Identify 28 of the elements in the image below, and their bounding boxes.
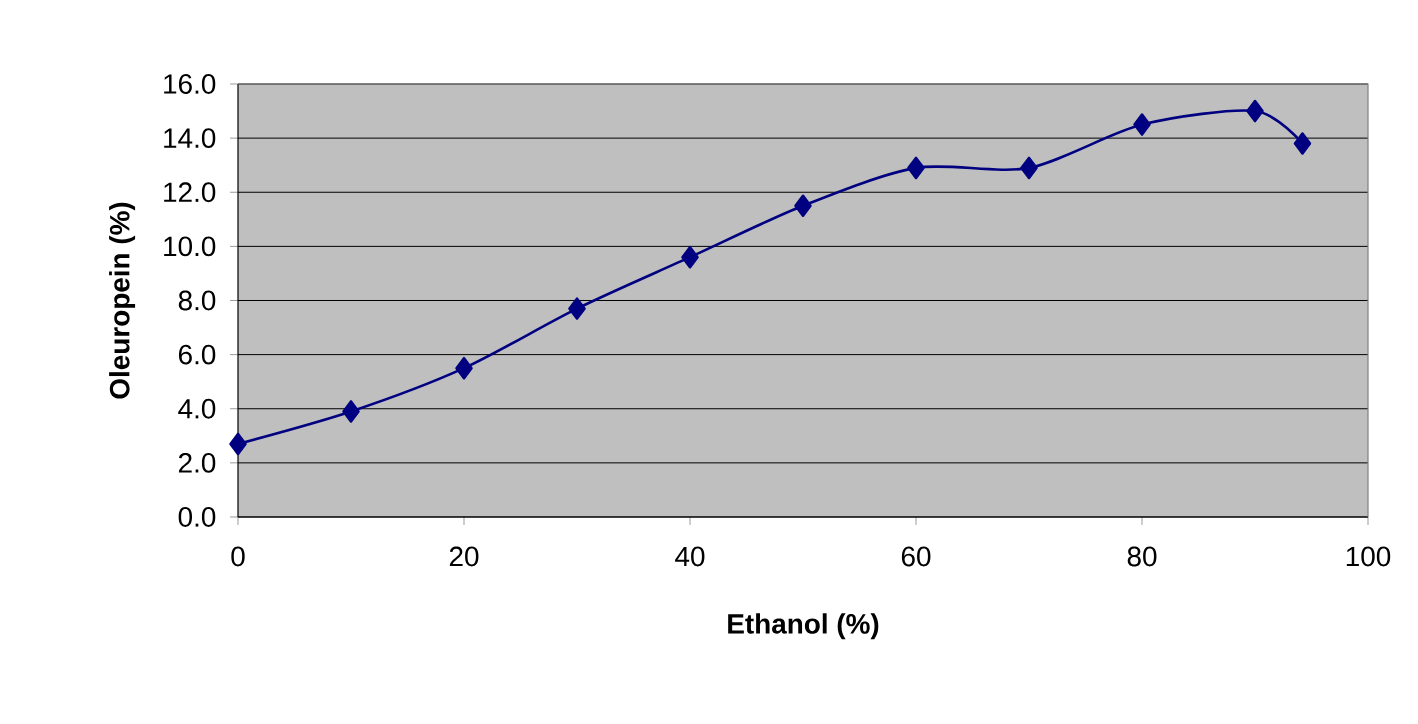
point bbox=[681, 245, 699, 269]
y-tick-label: 0.0 bbox=[178, 507, 216, 527]
y-tick-label: 10.0 bbox=[164, 236, 216, 257]
point bbox=[342, 400, 360, 423]
x-tick-label: 80 bbox=[1127, 546, 1157, 567]
x-tick-label: 0 bbox=[231, 546, 245, 567]
point bbox=[1246, 99, 1264, 123]
point bbox=[1020, 156, 1038, 180]
y-tick-label: 2.0 bbox=[178, 452, 216, 473]
point bbox=[229, 432, 247, 456]
x-tick-label: 20 bbox=[449, 546, 479, 567]
y-tick-label: 12.0 bbox=[164, 182, 216, 203]
y-tick-label: 8.0 bbox=[178, 290, 216, 311]
y-tick-label: 6.0 bbox=[178, 344, 216, 365]
point bbox=[794, 194, 812, 218]
x-tick-label: 60 bbox=[901, 546, 931, 567]
x-tick-label: 100 bbox=[1346, 546, 1391, 567]
point bbox=[1133, 113, 1151, 136]
point bbox=[1293, 132, 1312, 155]
y-tick-label: 16.0 bbox=[164, 74, 216, 94]
x-tick-label: 40 bbox=[675, 546, 705, 567]
point bbox=[455, 356, 473, 380]
y-tick-label: 14.0 bbox=[164, 128, 216, 149]
y-axis-title: Oleuropein (%) bbox=[109, 202, 136, 399]
point bbox=[907, 156, 925, 180]
y-tick-label: 4.0 bbox=[178, 398, 216, 419]
point bbox=[568, 297, 586, 320]
x-axis-title: Ethanol (%) bbox=[728, 613, 879, 640]
